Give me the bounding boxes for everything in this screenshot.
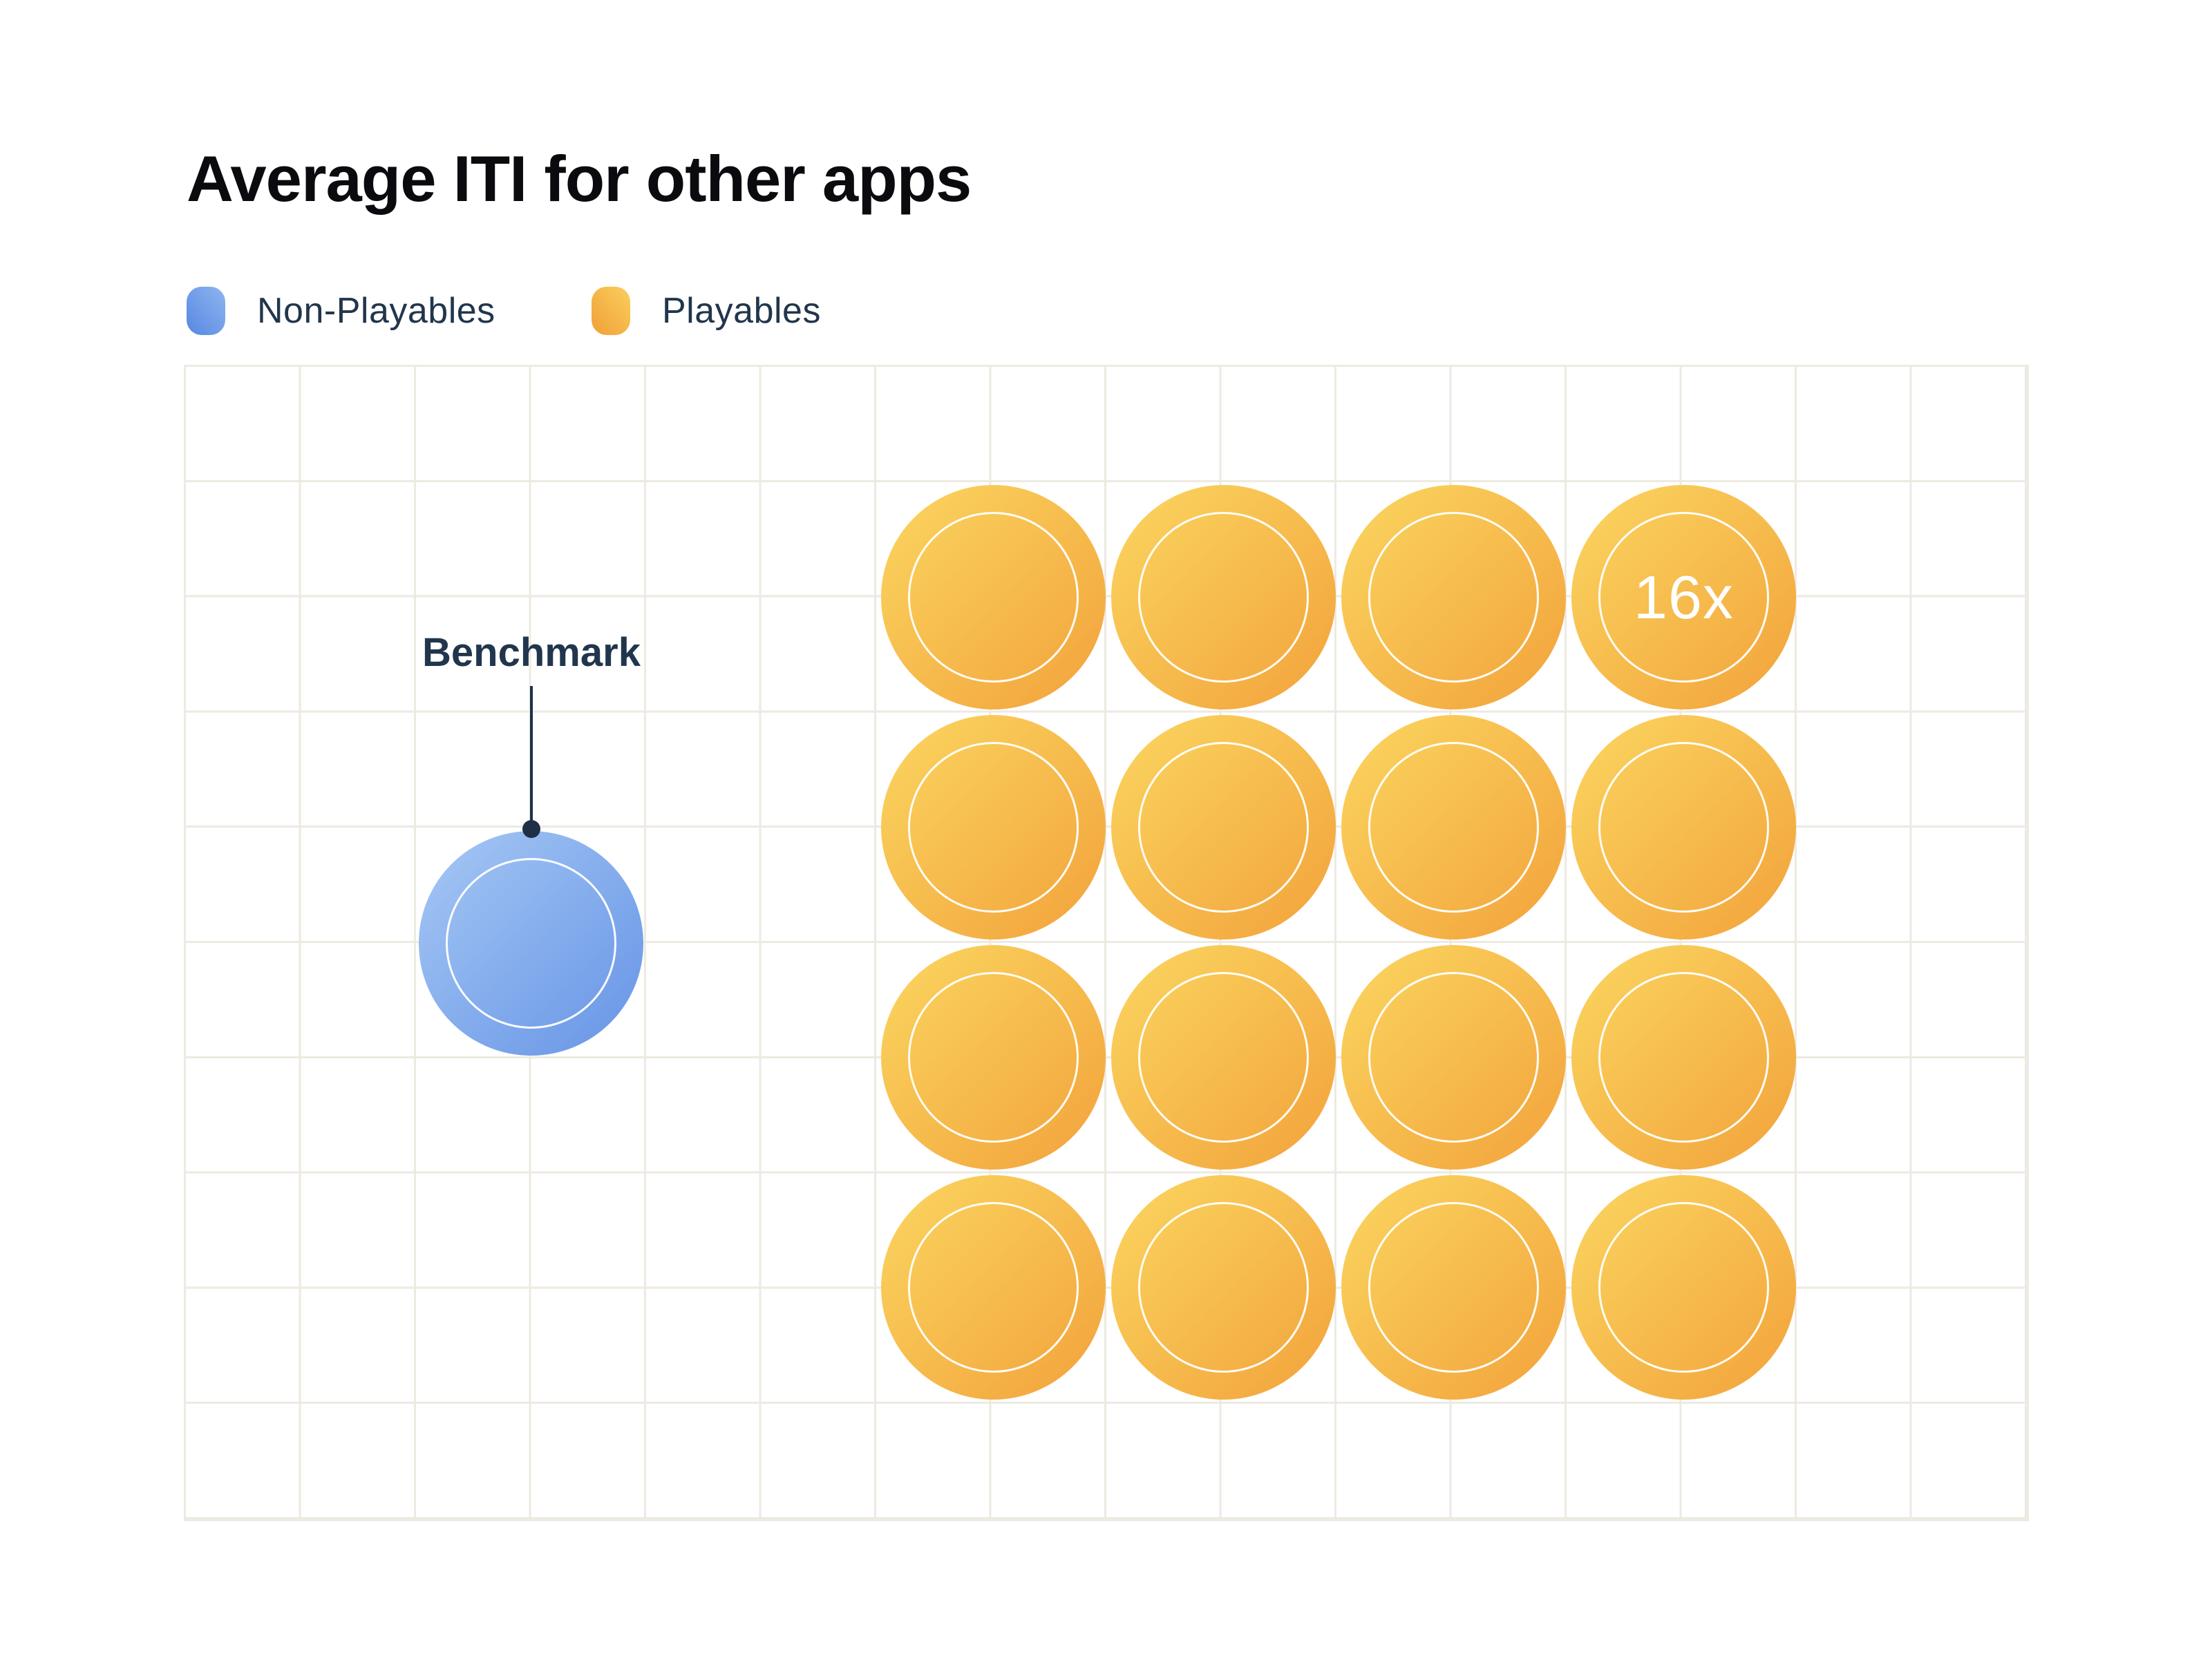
benchmark-annotation-line xyxy=(530,686,533,823)
playable-circle xyxy=(1341,1175,1566,1400)
playable-circle xyxy=(1111,945,1336,1170)
playable-circle xyxy=(1111,1175,1336,1400)
legend-item-non-playables: Non-Playables xyxy=(187,286,495,336)
playable-circle: 16x xyxy=(1571,485,1796,709)
playable-unit-cell xyxy=(1108,712,1339,942)
plot-area: Benchmark 16x xyxy=(184,365,2029,1521)
chart-title: Average ITI for other apps xyxy=(187,142,972,215)
benchmark-annotation-label: Benchmark xyxy=(422,630,641,675)
playable-circle xyxy=(1571,1175,1796,1400)
playables-grid: 16x xyxy=(878,482,1799,1402)
legend-label-playables: Playables xyxy=(662,291,821,331)
playables-swatch-icon xyxy=(592,287,630,335)
playable-circle xyxy=(881,485,1106,709)
playable-circle xyxy=(1111,715,1336,940)
playable-unit-cell xyxy=(878,712,1108,942)
benchmark-annotation-dot-icon xyxy=(522,820,540,838)
playable-circle xyxy=(881,715,1106,940)
playable-unit-cell xyxy=(1569,1172,1799,1402)
playable-circle xyxy=(1341,485,1566,709)
playable-unit-cell xyxy=(1108,482,1339,712)
playable-circle xyxy=(881,945,1106,1170)
playable-unit-cell xyxy=(1108,942,1339,1172)
playable-unit-cell xyxy=(1339,1172,1569,1402)
playable-unit-cell xyxy=(1339,942,1569,1172)
benchmark-circle xyxy=(419,831,643,1056)
multiplier-label: 16x xyxy=(1634,562,1734,631)
playable-circle xyxy=(881,1175,1106,1400)
playable-unit-cell xyxy=(878,1172,1108,1402)
playable-unit-cell xyxy=(1339,482,1569,712)
legend-item-playables: Playables xyxy=(592,286,821,336)
legend-label-non-playables: Non-Playables xyxy=(257,291,495,331)
playable-unit-cell xyxy=(1569,712,1799,942)
playable-circle xyxy=(1341,715,1566,940)
playable-circle xyxy=(1571,715,1796,940)
playable-circle xyxy=(1111,485,1336,709)
playable-circle xyxy=(1341,945,1566,1170)
playable-unit-cell xyxy=(1569,942,1799,1172)
playable-unit-cell xyxy=(878,942,1108,1172)
playable-unit-cell xyxy=(878,482,1108,712)
playable-unit-cell xyxy=(1108,1172,1339,1402)
playable-unit-cell xyxy=(1339,712,1569,942)
playable-circle xyxy=(1571,945,1796,1170)
non-playables-swatch-icon xyxy=(187,287,225,335)
playable-unit-cell: 16x xyxy=(1569,482,1799,712)
